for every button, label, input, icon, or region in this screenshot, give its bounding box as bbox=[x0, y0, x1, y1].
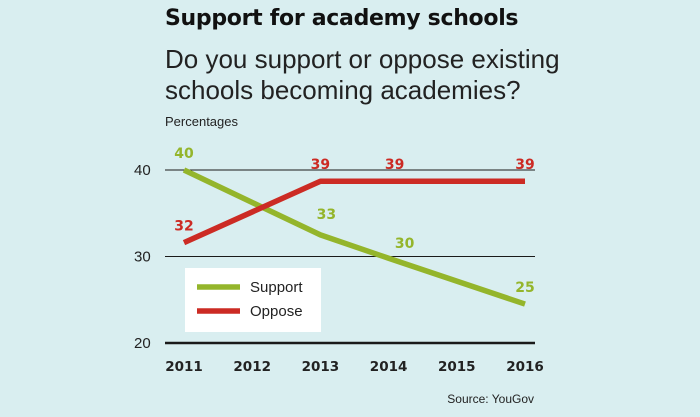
x-tick-label-2014: 2014 bbox=[370, 359, 408, 375]
y-tick-label-30: 30 bbox=[134, 249, 151, 266]
source-note: Source: YouGov bbox=[447, 392, 534, 406]
data-label-support-2011: 40 bbox=[174, 146, 194, 162]
data-label-support-2016: 25 bbox=[515, 280, 534, 296]
data-label-oppose-2014: 39 bbox=[385, 157, 404, 173]
data-label-oppose-2013: 39 bbox=[311, 157, 330, 173]
y-tick-label-40: 40 bbox=[134, 162, 151, 179]
series-line-oppose bbox=[182, 178, 525, 246]
y-axis-label: Percentages bbox=[165, 114, 238, 129]
chart-subtitle: Do you support or oppose existing school… bbox=[165, 44, 560, 105]
x-tick-label-2016: 2016 bbox=[506, 359, 544, 375]
x-tick-label-2011: 2011 bbox=[165, 359, 203, 375]
data-label-oppose-2016: 39 bbox=[515, 157, 534, 173]
data-label-support-2013: 33 bbox=[317, 207, 336, 223]
legend-box bbox=[185, 268, 321, 332]
series-line-support bbox=[182, 167, 526, 307]
data-label-oppose-2011: 32 bbox=[174, 219, 193, 235]
x-tick-label-2012: 2012 bbox=[233, 359, 271, 375]
legend-label-oppose: Oppose bbox=[250, 303, 303, 320]
x-tick-label-2015: 2015 bbox=[438, 359, 476, 375]
x-tick-label-2013: 2013 bbox=[302, 359, 340, 375]
legend-label-support: Support bbox=[250, 279, 303, 296]
data-label-support-2014: 30 bbox=[395, 236, 415, 252]
y-tick-label-20: 20 bbox=[134, 335, 151, 352]
chart-title: Support for academy schools bbox=[165, 6, 519, 31]
